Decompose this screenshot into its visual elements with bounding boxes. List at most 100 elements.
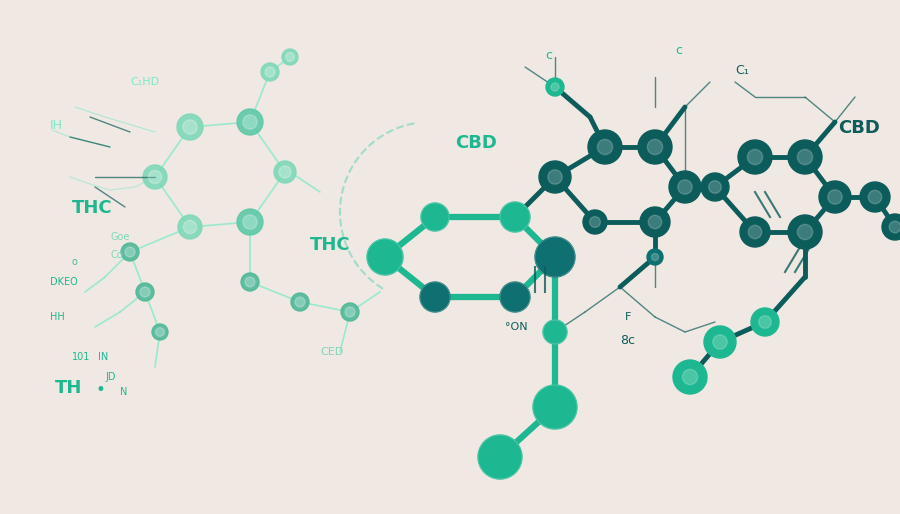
Circle shape [882,214,900,240]
Circle shape [539,161,571,193]
Circle shape [548,170,562,184]
Circle shape [669,171,701,203]
Text: F: F [625,312,632,322]
Text: HH: HH [50,312,65,322]
Text: c: c [675,44,682,57]
Circle shape [549,326,561,338]
Circle shape [243,115,257,129]
Circle shape [583,210,607,234]
Circle shape [500,282,530,312]
Circle shape [751,308,779,336]
Circle shape [282,49,298,65]
Circle shape [797,224,813,240]
Circle shape [508,289,523,304]
Circle shape [245,277,255,287]
Circle shape [545,247,565,267]
Circle shape [279,166,291,178]
Circle shape [421,203,449,231]
Circle shape [148,171,162,183]
Text: c: c [545,49,552,62]
Circle shape [543,320,567,344]
Text: •: • [95,381,105,399]
Text: TH: TH [55,379,83,397]
Text: JD: JD [105,372,115,382]
Circle shape [243,215,257,229]
Text: IH: IH [50,119,63,132]
Circle shape [889,221,900,233]
Circle shape [738,140,772,174]
Circle shape [420,282,450,312]
Circle shape [708,181,721,193]
Circle shape [367,239,403,275]
Circle shape [748,225,761,238]
Circle shape [140,287,150,297]
Circle shape [544,396,566,418]
Text: THC: THC [72,199,112,217]
Text: CED: CED [320,347,343,357]
Circle shape [713,335,727,349]
Circle shape [747,150,762,164]
Circle shape [152,324,168,340]
Circle shape [237,109,263,135]
Circle shape [428,210,442,224]
Circle shape [184,221,196,233]
Circle shape [121,243,139,261]
Circle shape [678,180,692,194]
Circle shape [291,293,309,311]
Text: CBD: CBD [838,119,880,137]
Text: Goe: Goe [110,232,130,242]
Text: 101: 101 [72,352,90,362]
Circle shape [588,130,622,164]
Text: Co: Co [110,250,122,260]
Circle shape [828,190,842,204]
Text: IN: IN [98,352,108,362]
Circle shape [740,217,770,247]
Circle shape [183,120,197,134]
Circle shape [759,316,771,328]
Circle shape [341,303,359,321]
Circle shape [788,215,822,249]
Circle shape [788,140,822,174]
Circle shape [647,139,662,155]
Circle shape [177,114,203,140]
Circle shape [295,297,305,307]
Circle shape [590,216,600,227]
Circle shape [546,78,564,96]
Text: °ON: °ON [505,322,527,332]
Circle shape [860,182,890,212]
Circle shape [673,360,707,394]
Circle shape [428,289,443,304]
Circle shape [136,283,154,301]
Circle shape [241,273,259,291]
Circle shape [376,248,394,266]
Text: N: N [120,387,128,397]
Circle shape [261,63,279,81]
Circle shape [701,173,729,201]
Circle shape [508,210,523,225]
Text: DKEO: DKEO [50,277,77,287]
Text: C₁HD: C₁HD [130,77,159,87]
Text: 8c: 8c [620,334,635,347]
Circle shape [500,202,530,232]
Circle shape [478,435,522,479]
Circle shape [704,326,736,358]
Circle shape [551,83,559,91]
Circle shape [533,385,577,429]
Circle shape [640,207,670,237]
Circle shape [819,181,851,213]
Circle shape [638,130,672,164]
Circle shape [178,215,202,239]
Circle shape [535,237,575,277]
Circle shape [143,165,167,189]
Circle shape [274,161,296,183]
Circle shape [868,190,882,204]
Circle shape [489,446,511,468]
Circle shape [648,215,662,229]
Text: CBD: CBD [455,134,497,152]
Circle shape [598,139,613,155]
Circle shape [345,307,355,317]
Circle shape [285,52,294,61]
Circle shape [647,249,663,265]
Circle shape [797,150,813,164]
Text: C₁: C₁ [735,64,749,77]
